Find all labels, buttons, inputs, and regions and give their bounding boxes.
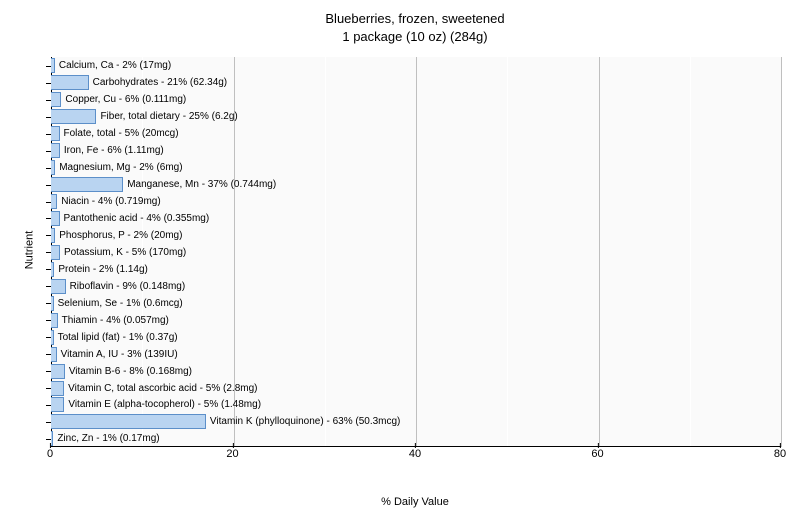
chart-title-line1: Blueberries, frozen, sweetened [50,10,780,28]
bar [51,109,96,124]
bar-row: Magnesium, Mg - 2% (6mg) [51,161,179,174]
bar [51,397,64,412]
bar [51,211,60,226]
gridline-major [781,57,782,447]
bar [51,194,57,209]
bar-label: Manganese, Mn - 37% (0.744mg) [127,179,276,190]
bar [51,414,206,429]
bar-row: Thiamin - 4% (0.057mg) [51,314,163,327]
bar-label: Magnesium, Mg - 2% (6mg) [59,162,182,173]
x-axis-label: % Daily Value [50,496,780,508]
bar [51,296,54,311]
bar-row: Manganese, Mn - 37% (0.744mg) [51,178,205,191]
bar-row: Vitamin B-6 - 8% (0.168mg) [51,365,179,378]
gridline-minor [507,57,508,447]
bar [51,313,58,328]
bar-label: Niacin - 4% (0.719mg) [61,196,160,207]
bar-label: Protein - 2% (1.14g) [58,264,148,275]
x-axis: 020406080 [50,448,780,478]
x-tick: 0 [47,448,53,460]
bar-label: Carbohydrates - 21% (62.34g) [93,77,228,88]
gridline-major [416,57,417,447]
bar-row: Pantothenic acid - 4% (0.355mg) [51,212,202,225]
y-axis-label: Nutrient [23,231,35,270]
bar-label: Riboflavin - 9% (0.148mg) [70,281,186,292]
bar [51,330,54,345]
bar-row: Carbohydrates - 21% (62.34g) [51,76,191,89]
bar-row: Phosphorus, P - 2% (20mg) [51,229,179,242]
bar-row: Riboflavin - 9% (0.148mg) [51,280,172,293]
bar [51,245,60,260]
bar-row: Folate, total - 5% (20mcg) [51,127,171,140]
bar-row: Zinc, Zn - 1% (0.17mg) [51,432,158,445]
gridline-minor [325,57,326,447]
bar-row: Calcium, Ca - 2% (17mg) [51,59,168,72]
bar-row: Iron, Fe - 6% (1.11mg) [51,144,156,157]
bar [51,177,123,192]
bar-label: Vitamin K (phylloquinone) - 63% (50.3mcg… [210,416,400,427]
chart-title-line2: 1 package (10 oz) (284g) [50,28,780,46]
bar [51,126,60,141]
bar-label: Zinc, Zn - 1% (0.17mg) [57,433,159,444]
bar [51,92,61,107]
bar-row: Copper, Cu - 6% (0.111mg) [51,93,177,106]
bar [51,75,89,90]
bar [51,347,57,362]
nutrient-chart: Nutrient Blueberries, frozen, sweetened … [0,0,800,500]
bar-label: Phosphorus, P - 2% (20mg) [59,230,182,241]
x-tick: 20 [226,448,238,460]
bar [51,431,53,446]
x-tick: 80 [774,448,786,460]
bar-label: Folate, total - 5% (20mcg) [64,128,179,139]
chart-title: Blueberries, frozen, sweetened 1 package… [50,10,780,46]
bar [51,228,55,243]
bar [51,364,65,379]
bar-row: Total lipid (fat) - 1% (0.37g) [51,331,176,344]
bar [51,279,66,294]
bar-row: Protein - 2% (1.14g) [51,263,146,276]
bar [51,381,64,396]
bar [51,160,55,175]
bar-label: Calcium, Ca - 2% (17mg) [59,60,171,71]
bar-label: Vitamin C, total ascorbic acid - 5% (2.8… [68,383,257,394]
gridline-major [599,57,600,447]
bar-label: Vitamin A, IU - 3% (139IU) [61,349,178,360]
bar-row: Selenium, Se - 1% (0.6mcg) [51,297,181,310]
bar-label: Pantothenic acid - 4% (0.355mg) [64,213,210,224]
bar-label: Vitamin B-6 - 8% (0.168mg) [69,366,192,377]
bar-row: Fiber, total dietary - 25% (6.2g) [51,110,193,123]
bar-row: Niacin - 4% (0.719mg) [51,195,155,208]
plot-area: Calcium, Ca - 2% (17mg) Carbohydrates - 2… [50,56,782,448]
bar-row: Vitamin C, total ascorbic acid - 5% (2.8… [51,382,245,395]
bar-label: Potassium, K - 5% (170mg) [64,247,186,258]
x-tick: 40 [409,448,421,460]
bar [51,58,55,73]
bar-row: Potassium, K - 5% (170mg) [51,246,178,259]
bar [51,262,54,277]
gridline-minor [690,57,691,447]
bar-label: Iron, Fe - 6% (1.11mg) [64,145,164,156]
bar-label: Fiber, total dietary - 25% (6.2g) [100,111,237,122]
bar-label: Thiamin - 4% (0.057mg) [62,315,169,326]
x-tick: 60 [591,448,603,460]
bar-row: Vitamin K (phylloquinone) - 63% (50.3mcg… [51,415,246,428]
bar-row: Vitamin E (alpha-tocopherol) - 5% (1.48m… [51,398,249,411]
bar-row: Vitamin A, IU - 3% (139IU) [51,348,173,361]
bar [51,143,60,158]
bar-label: Selenium, Se - 1% (0.6mcg) [58,298,183,309]
bar-label: Copper, Cu - 6% (0.111mg) [65,94,186,105]
bar-label: Total lipid (fat) - 1% (0.37g) [58,332,178,343]
bar-label: Vitamin E (alpha-tocopherol) - 5% (1.48m… [68,399,261,410]
